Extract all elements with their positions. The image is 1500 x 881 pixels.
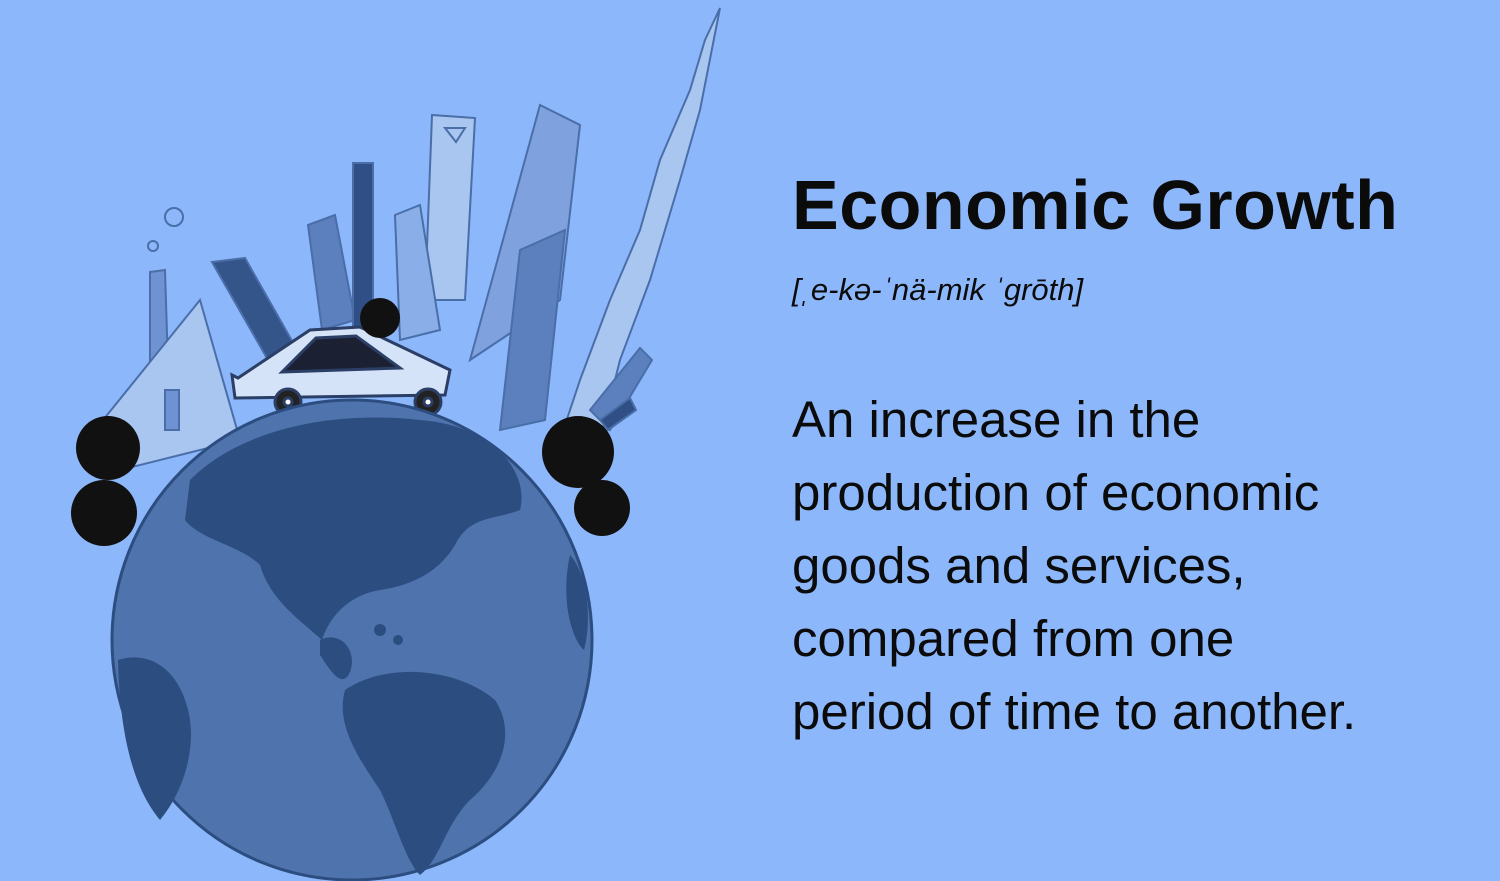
- definition-line: An increase in the: [792, 391, 1201, 448]
- term-title: Economic Growth: [792, 166, 1399, 244]
- car: [230, 325, 452, 417]
- definition-line: compared from one: [792, 610, 1235, 667]
- trees: [71, 298, 630, 546]
- globe-city-illustration: [71, 7, 721, 881]
- definition-panel: Economic Growth [ˌe-kə-ˈnä-mik ˈgrōth] A…: [792, 170, 1482, 748]
- definition-line: goods and services,: [792, 537, 1246, 594]
- skyline: [93, 7, 721, 472]
- globe: [110, 398, 594, 881]
- definition-text: An increase in the production of economi…: [792, 383, 1482, 748]
- definition-line: period of time to another.: [792, 683, 1357, 740]
- definition-line: production of economic: [792, 464, 1320, 521]
- pronunciation: [ˌe-kə-ˈnä-mik ˈgrōth]: [792, 272, 1084, 307]
